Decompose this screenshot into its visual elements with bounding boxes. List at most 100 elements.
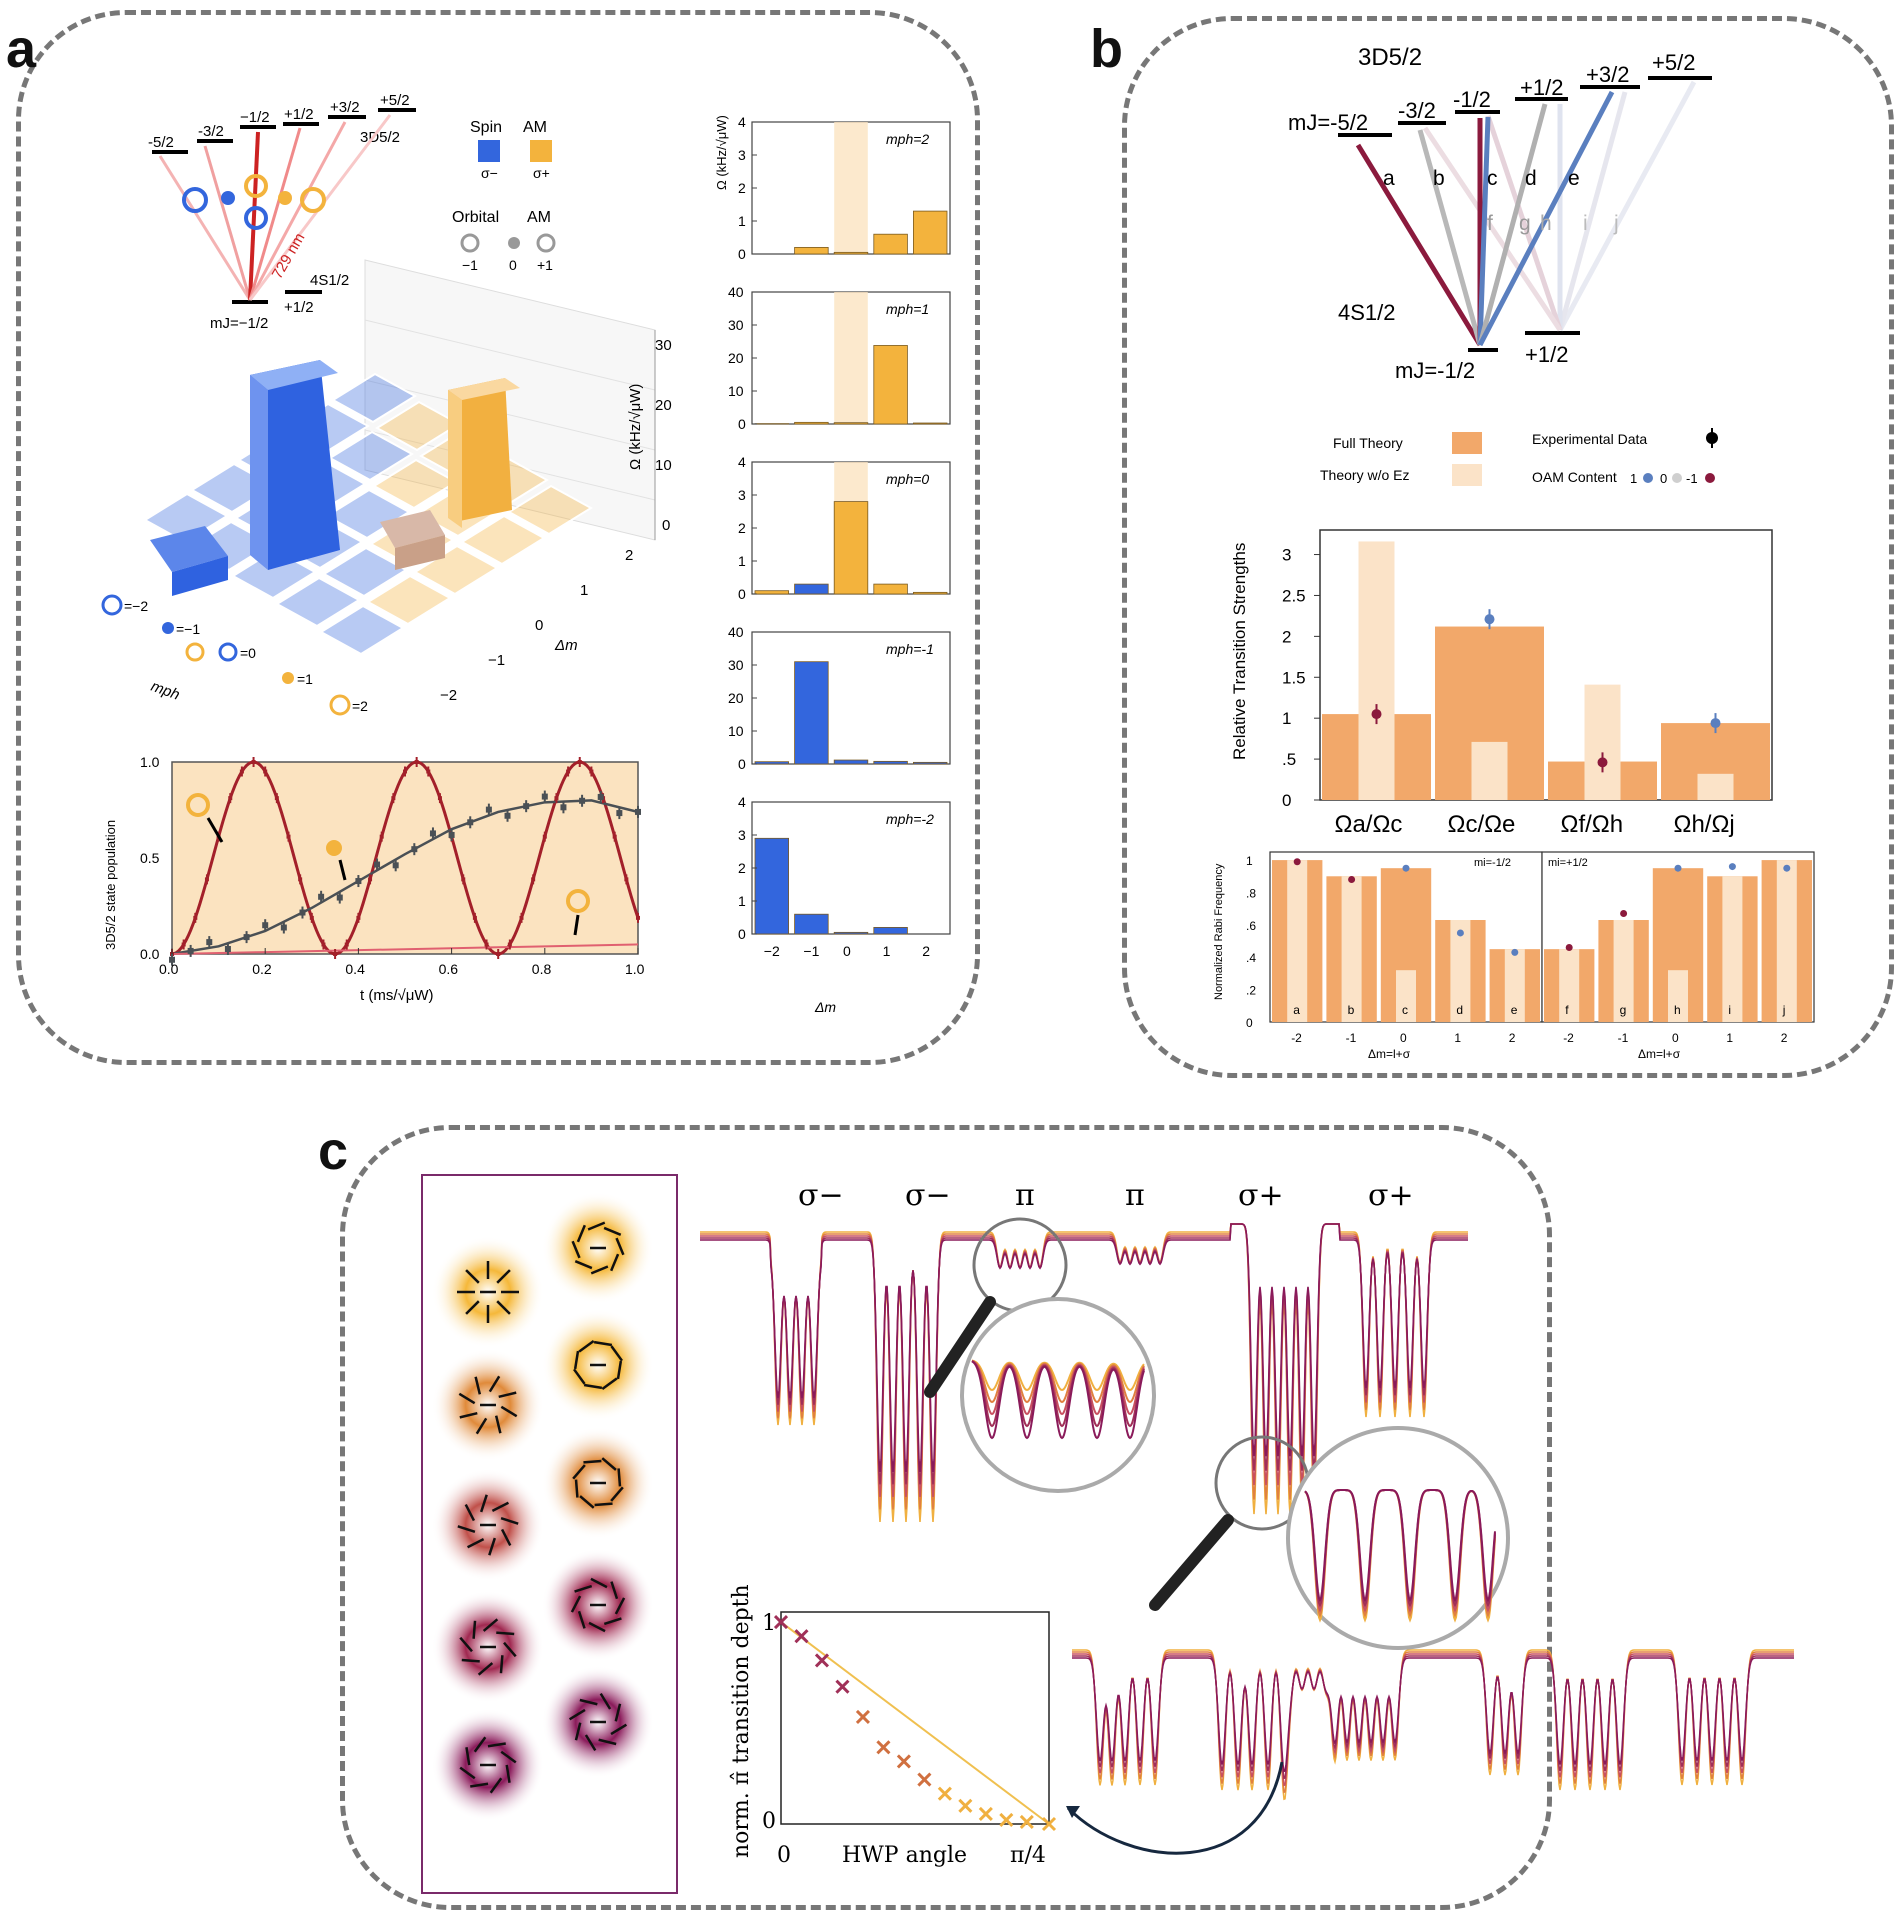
side-bar-highlight — [834, 292, 868, 424]
polarization-tick — [614, 1597, 626, 1615]
spin-dot-icon — [278, 191, 292, 205]
mph-label-2: =0 — [240, 645, 256, 661]
rabi-norm-bar-letter: h — [1674, 1003, 1681, 1017]
legend-oam-content: OAM Content — [1532, 469, 1617, 485]
panel-c-frame — [340, 1125, 1552, 1910]
rabi-gray-point — [504, 812, 511, 819]
rabi-xtick: 0.6 — [439, 961, 459, 977]
zaxis-tick-10: 10 — [655, 457, 672, 474]
polarization-tick — [498, 1391, 517, 1399]
rabi-norm-bar-wo — [1396, 970, 1416, 1022]
b-trans-f: f — [1487, 212, 1493, 235]
side-bar-xtick: 1 — [883, 943, 891, 959]
polarization-tick — [610, 1345, 623, 1362]
inset-data-point — [1019, 1814, 1034, 1830]
mph-label-0: =−2 — [124, 598, 148, 614]
pol-label-5: σ+ — [1368, 1178, 1414, 1213]
panel-a-frame — [16, 10, 980, 1065]
strength-xtick: Ωc/Ωe — [1448, 811, 1516, 838]
polarization-tick — [479, 1494, 488, 1513]
polarization-tick — [573, 1368, 586, 1385]
rabi-point — [251, 760, 256, 764]
rabi-series-slow — [171, 799, 639, 956]
polarization-tick — [466, 1537, 485, 1549]
panel-b-level-diagram: 3D5/2 mJ=-5/2 -3/2 -1/2 +1/2 +3/2 +5/2 4… — [1288, 44, 1712, 383]
polarization-tick — [459, 1636, 473, 1653]
strength-ytick: 1 — [1282, 709, 1291, 728]
rabi-point — [414, 760, 419, 764]
oam-ring-icon — [244, 174, 268, 198]
polarization-tick — [459, 1411, 478, 1419]
rabi-norm-exp-point — [1783, 864, 1791, 872]
polarization-tick — [500, 1405, 518, 1418]
panel-c-polarization-labels: σ− σ− π π σ+ σ+ — [798, 1178, 1414, 1213]
rabi-gray-point — [411, 846, 418, 853]
strength-ytick: 1.5 — [1282, 668, 1306, 687]
legend-theory-wo: Theory w/o Ez — [1320, 467, 1409, 483]
strength-ytick: 3 — [1282, 546, 1291, 565]
polarization-tick — [475, 1417, 488, 1435]
polarization-tick — [465, 1300, 480, 1315]
polarization-tick — [489, 1777, 503, 1794]
rabi-point — [461, 877, 466, 882]
polarization-tick — [610, 1581, 619, 1600]
polarization-tick — [494, 1415, 502, 1434]
rabi-point — [589, 769, 594, 774]
rabi-oam-ring-icon — [186, 793, 210, 817]
rabi-norm-bar-wo — [1450, 920, 1471, 1022]
side-bar-ytick: 3 — [738, 147, 746, 163]
inset-xlabel: HWP angle — [842, 1843, 967, 1868]
polarization-tick — [577, 1610, 586, 1629]
b-upper-mj-2: -1/2 — [1453, 87, 1491, 112]
inset-data-point — [835, 1679, 850, 1694]
dm-tick-0: 2 — [625, 547, 633, 564]
legend-orbital-am: AM — [527, 209, 551, 226]
polarization-tick — [583, 1383, 603, 1390]
side-bar-ytick: 1 — [738, 213, 746, 229]
rabi-oam-ring-icon — [566, 889, 590, 913]
rabi-norm-bar-wo — [1504, 949, 1525, 1022]
polarization-tick — [573, 1350, 580, 1370]
inset-data-point — [1041, 1816, 1057, 1832]
zaxis-tick-0: 0 — [662, 517, 670, 534]
rabi-norm-ytick: 1 — [1246, 854, 1253, 868]
side-bar-ytick: 2 — [738, 520, 746, 536]
mph-icon-ring-blue — [101, 594, 123, 616]
dm-tick-1: 1 — [580, 582, 588, 599]
rabi-norm-xtick: 2 — [1781, 1031, 1788, 1045]
inset-data-point — [876, 1740, 891, 1755]
mph-icon-ring-blue — [218, 642, 238, 662]
rabi-gray-point — [262, 922, 269, 929]
polarization-tick — [499, 1655, 504, 1674]
panel-a-side-bars: 01234mph=2010203040mph=101234mph=0010203… — [728, 114, 951, 959]
a-level-label-0: -5/2 — [148, 134, 174, 151]
legend-spin-title: Spin — [470, 119, 502, 136]
b-upper-mj-1: -3/2 — [1398, 98, 1436, 123]
polarization-tick — [482, 1618, 499, 1632]
rabi-norm-exp-point — [1402, 864, 1410, 872]
bar3d-floor-tile — [322, 546, 408, 598]
polarization-tick — [457, 1525, 476, 1534]
zoom-spectrum-pi — [971, 1359, 1145, 1440]
rabi-xtick: 1.0 — [625, 961, 645, 977]
polarization-tick — [474, 1376, 482, 1395]
polarization-tick — [473, 1736, 487, 1753]
rabi-gray-point — [392, 862, 399, 869]
rabi-point — [228, 796, 233, 801]
strength-exp-point — [1597, 757, 1608, 768]
rabi-gray-point — [224, 946, 231, 953]
inset-ytick-top: 1 — [762, 1611, 776, 1636]
orbital-plus-icon — [536, 233, 556, 253]
polarization-tick — [470, 1782, 489, 1788]
polarization-tick — [583, 1459, 602, 1464]
polarization-tick — [587, 1221, 606, 1231]
rabi-norm-exp-point — [1674, 864, 1682, 872]
rabi-gray-point — [560, 804, 567, 811]
bar3d-blue-tall — [250, 360, 340, 570]
zaxis-label: Ω (kHz/√μW) — [627, 384, 644, 470]
polarization-tick — [601, 1377, 618, 1390]
rabi-ytick: 1.0 — [140, 754, 160, 770]
rabi-point — [379, 834, 384, 839]
dm-tick-3: −1 — [488, 652, 505, 669]
polarization-tick — [578, 1340, 595, 1353]
